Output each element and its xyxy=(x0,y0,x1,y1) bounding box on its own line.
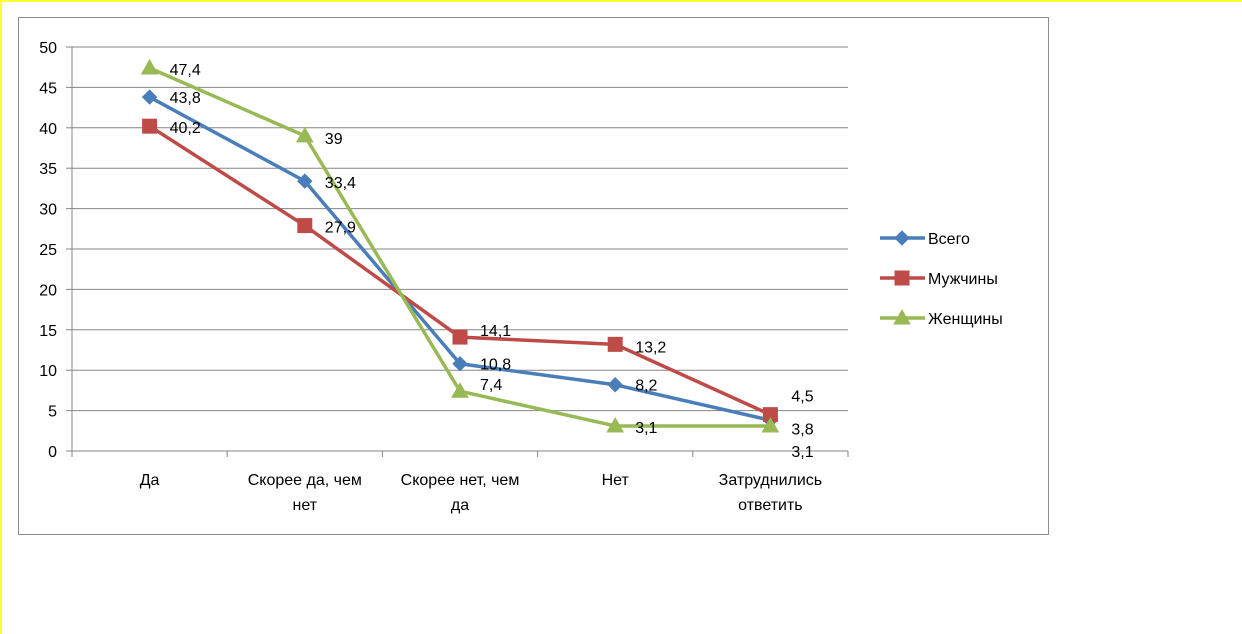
y-tick-label: 30 xyxy=(39,202,57,219)
square-marker xyxy=(607,336,623,352)
diamond-marker xyxy=(607,377,623,393)
y-tick-label: 0 xyxy=(48,444,57,461)
diamond-marker xyxy=(297,173,313,189)
data-label: 40,2 xyxy=(170,120,201,137)
triangle-marker xyxy=(761,416,780,433)
data-label: 14,1 xyxy=(480,323,511,340)
x-tick-label: да xyxy=(451,497,469,514)
data-label: 8,2 xyxy=(635,378,657,395)
legend-label: Мужчины xyxy=(928,271,998,288)
y-tick-label: 10 xyxy=(39,363,57,380)
series-lines xyxy=(140,59,780,433)
data-label: 47,4 xyxy=(170,62,201,79)
data-label: 7,4 xyxy=(480,377,502,394)
data-label: 3,1 xyxy=(635,420,657,437)
triangle-marker xyxy=(893,308,911,325)
axes: 0 5 10 15 20 25 30 35 40 45 50 Да Скорее да, чем нет С… xyxy=(39,40,849,514)
legend-label: Всего xyxy=(928,231,970,248)
legend-label: Женщины xyxy=(928,311,1003,328)
triangle-marker xyxy=(140,59,159,75)
chart-area xyxy=(18,17,1049,535)
data-label: 3,1 xyxy=(791,444,813,461)
square-marker xyxy=(142,118,158,134)
data-label: 43,8 xyxy=(170,90,201,107)
x-tick-label: Да xyxy=(140,472,160,489)
square-marker xyxy=(297,218,313,234)
y-tick-label: 15 xyxy=(39,323,57,340)
data-labels: 43,8 33,4 10,8 8,2 3,8 40,2 27,9 14,1 13,2 4,5 47,… xyxy=(170,62,814,461)
data-label: 10,8 xyxy=(480,357,511,374)
triangle-marker xyxy=(606,416,625,433)
x-tick-label: Затруднились xyxy=(719,472,822,489)
y-tick-label: 40 xyxy=(39,121,57,138)
x-tick-label: ответить xyxy=(738,497,803,514)
legend: Всего Мужчины Женщины xyxy=(880,230,1003,328)
data-label: 33,4 xyxy=(325,175,356,192)
data-label: 13,2 xyxy=(635,339,666,356)
y-tick-label: 20 xyxy=(39,282,57,299)
diamond-marker xyxy=(452,356,468,372)
y-tick-label: 25 xyxy=(39,242,57,259)
x-tick-label: нет xyxy=(293,497,318,514)
data-label: 27,9 xyxy=(325,220,356,237)
diamond-marker xyxy=(141,89,158,105)
gridlines xyxy=(72,46,848,412)
y-tick-label: 35 xyxy=(39,161,57,178)
diamond-marker xyxy=(894,230,910,246)
x-tick-label: Скорее да, чем xyxy=(248,472,362,489)
data-label: 3,8 xyxy=(791,421,813,438)
y-tick-label: 50 xyxy=(39,40,57,57)
y-tick-label: 5 xyxy=(48,404,57,421)
data-label: 39 xyxy=(325,131,343,148)
square-marker xyxy=(452,329,468,345)
x-tick-label: Нет xyxy=(602,472,630,489)
square-marker xyxy=(894,270,910,286)
x-tick-label: Скорее нет, чем xyxy=(401,472,520,489)
data-label: 4,5 xyxy=(791,389,813,406)
triangle-marker xyxy=(451,382,469,398)
triangle-marker xyxy=(295,126,314,143)
y-tick-label: 45 xyxy=(39,80,57,97)
